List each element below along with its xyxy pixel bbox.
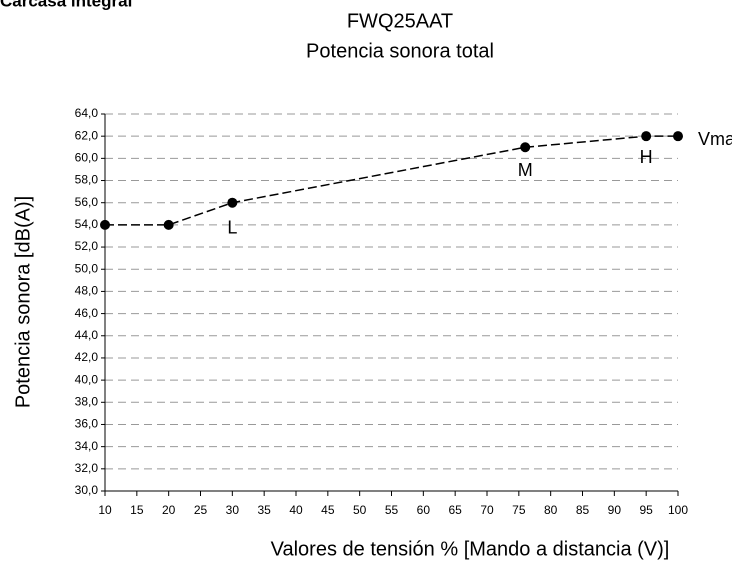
y-tick-label: 64,0 xyxy=(75,106,99,120)
x-tick-label: 100 xyxy=(668,503,688,517)
y-tick-label: 62,0 xyxy=(75,128,99,142)
x-axis-label: Valores de tensión % [Mando a distancia … xyxy=(271,538,670,560)
y-tick-label: 30,0 xyxy=(75,483,99,497)
y-tick-label: 50,0 xyxy=(75,261,99,275)
x-tick-label: 75 xyxy=(512,503,526,517)
x-tick-label: 40 xyxy=(289,503,303,517)
point xyxy=(100,219,110,230)
x-tick-label: 45 xyxy=(321,503,335,517)
y-tick-label: 52,0 xyxy=(75,239,99,253)
x-tick-label: 60 xyxy=(417,503,431,517)
y-tick-label: 38,0 xyxy=(75,394,99,408)
y-tick-label: 34,0 xyxy=(75,439,99,453)
point xyxy=(673,131,683,142)
y-tick-label: 54,0 xyxy=(75,217,99,231)
chart-title: FWQ25AAT xyxy=(347,10,453,32)
point xyxy=(641,131,652,142)
x-tick-label: 20 xyxy=(162,503,176,517)
line xyxy=(105,135,678,226)
point xyxy=(520,142,531,153)
y-tick-label: 40,0 xyxy=(75,372,99,386)
y-axis-label: Potencia sonora [dB(A)] xyxy=(12,196,34,408)
x-tick-label: 90 xyxy=(608,503,622,517)
y-tick-label: 42,0 xyxy=(75,350,99,364)
page-header: Carcasa integral xyxy=(0,0,132,10)
y-tick-label: 58,0 xyxy=(75,173,99,187)
y-tick-label: 56,0 xyxy=(75,195,99,209)
x-tick-label: 35 xyxy=(257,503,271,517)
point xyxy=(163,219,174,230)
x-tick-label: 50 xyxy=(353,503,367,517)
x-tick-label: 80 xyxy=(544,503,558,517)
y-tick-label: 46,0 xyxy=(75,306,99,320)
x-tick-label: 25 xyxy=(194,503,208,517)
point-label: M xyxy=(518,160,533,180)
point-label: Vmax xyxy=(698,129,732,149)
point-label: L xyxy=(227,217,237,237)
x-tick-label: 10 xyxy=(98,503,112,517)
x-tick-label: 55 xyxy=(385,503,399,517)
x-tick-label: 30 xyxy=(226,503,240,517)
x-tick-label: 15 xyxy=(130,503,144,517)
x-tick-label: 65 xyxy=(448,503,462,517)
x-tick-label: 85 xyxy=(576,503,590,517)
chart-subtitle: Potencia sonora total xyxy=(306,40,494,62)
point-label: H xyxy=(640,147,653,167)
y-tick-label: 32,0 xyxy=(75,461,99,475)
y-tick-label: 36,0 xyxy=(75,417,99,431)
x-tick-label: 95 xyxy=(639,503,653,517)
y-tick-label: 44,0 xyxy=(75,328,99,342)
x-tick-label: 70 xyxy=(480,503,494,517)
y-tick-label: 48,0 xyxy=(75,284,99,298)
y-tick-label: 60,0 xyxy=(75,151,99,165)
point xyxy=(227,197,238,208)
